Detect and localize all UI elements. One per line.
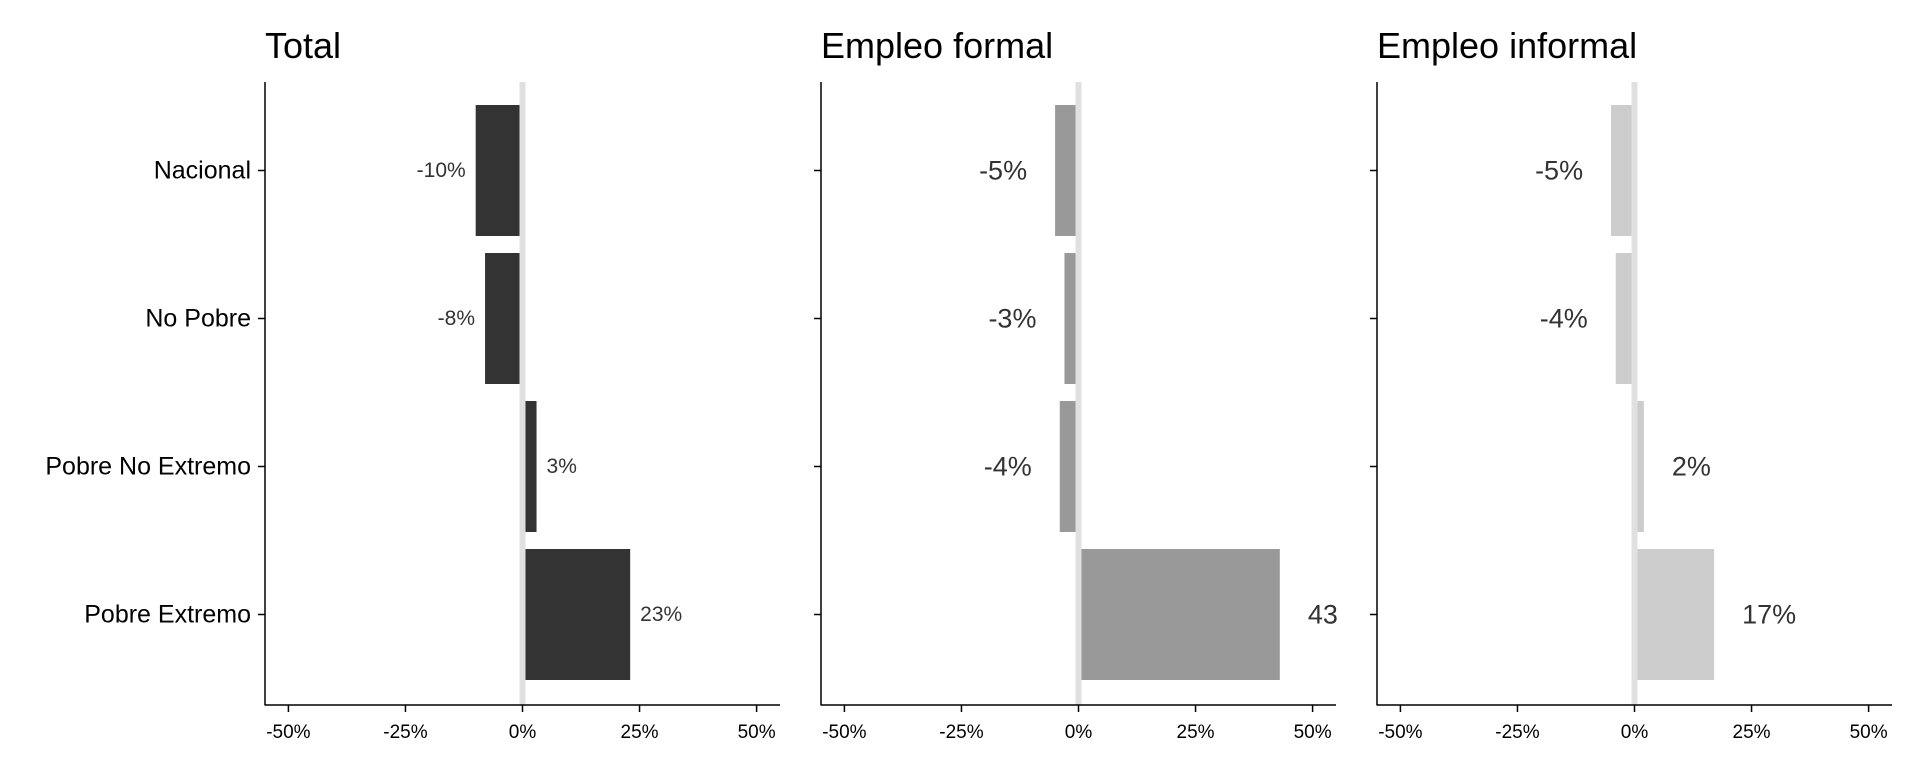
data-label: -5% xyxy=(1535,156,1583,186)
bar xyxy=(1055,105,1076,236)
bar xyxy=(475,105,520,236)
data-label: 17% xyxy=(1742,600,1796,630)
data-label: 2% xyxy=(1672,452,1711,482)
data-label: -3% xyxy=(988,304,1036,334)
bar xyxy=(485,253,520,384)
category-label: No Pobre xyxy=(145,305,251,333)
x-tick-label: 0% xyxy=(1621,722,1649,743)
bar xyxy=(1637,549,1715,680)
category-label: Nacional xyxy=(154,157,251,185)
bar xyxy=(1637,401,1644,532)
x-tick-label: -25% xyxy=(1495,722,1539,743)
bar xyxy=(525,401,537,532)
data-label: -4% xyxy=(984,452,1032,482)
x-tick-label: 25% xyxy=(1177,722,1215,743)
x-tick-label: 25% xyxy=(1733,722,1771,743)
panel-title: Empleo formal xyxy=(821,25,1053,66)
data-label: 23% xyxy=(640,603,682,626)
data-label: -10% xyxy=(417,159,466,182)
x-tick-label: 50% xyxy=(738,722,776,743)
category-label: Pobre Extremo xyxy=(84,601,251,629)
x-tick-label: -25% xyxy=(939,722,983,743)
x-tick-label: -50% xyxy=(1378,722,1422,743)
x-tick-label: -50% xyxy=(822,722,866,743)
x-tick-label: -25% xyxy=(383,722,427,743)
data-label: -4% xyxy=(1540,304,1588,334)
bar xyxy=(1615,253,1632,384)
panel-title: Total xyxy=(265,25,341,66)
x-tick-label: 0% xyxy=(1065,722,1093,743)
bar xyxy=(1611,105,1632,236)
x-tick-label: 0% xyxy=(509,722,537,743)
data-label: 3% xyxy=(547,455,577,478)
data-label: -5% xyxy=(979,156,1027,186)
x-tick-label: 50% xyxy=(1294,722,1332,743)
bar xyxy=(525,549,631,680)
panel-title: Empleo informal xyxy=(1377,25,1637,66)
bar xyxy=(1059,401,1076,532)
x-tick-label: -50% xyxy=(266,722,310,743)
bar xyxy=(1064,253,1076,384)
data-label: 43 xyxy=(1308,600,1338,630)
category-label: Pobre No Extremo xyxy=(45,453,251,481)
bar xyxy=(1081,549,1280,680)
x-tick-label: 50% xyxy=(1850,722,1888,743)
data-label: -8% xyxy=(438,307,475,330)
x-tick-label: 25% xyxy=(621,722,659,743)
